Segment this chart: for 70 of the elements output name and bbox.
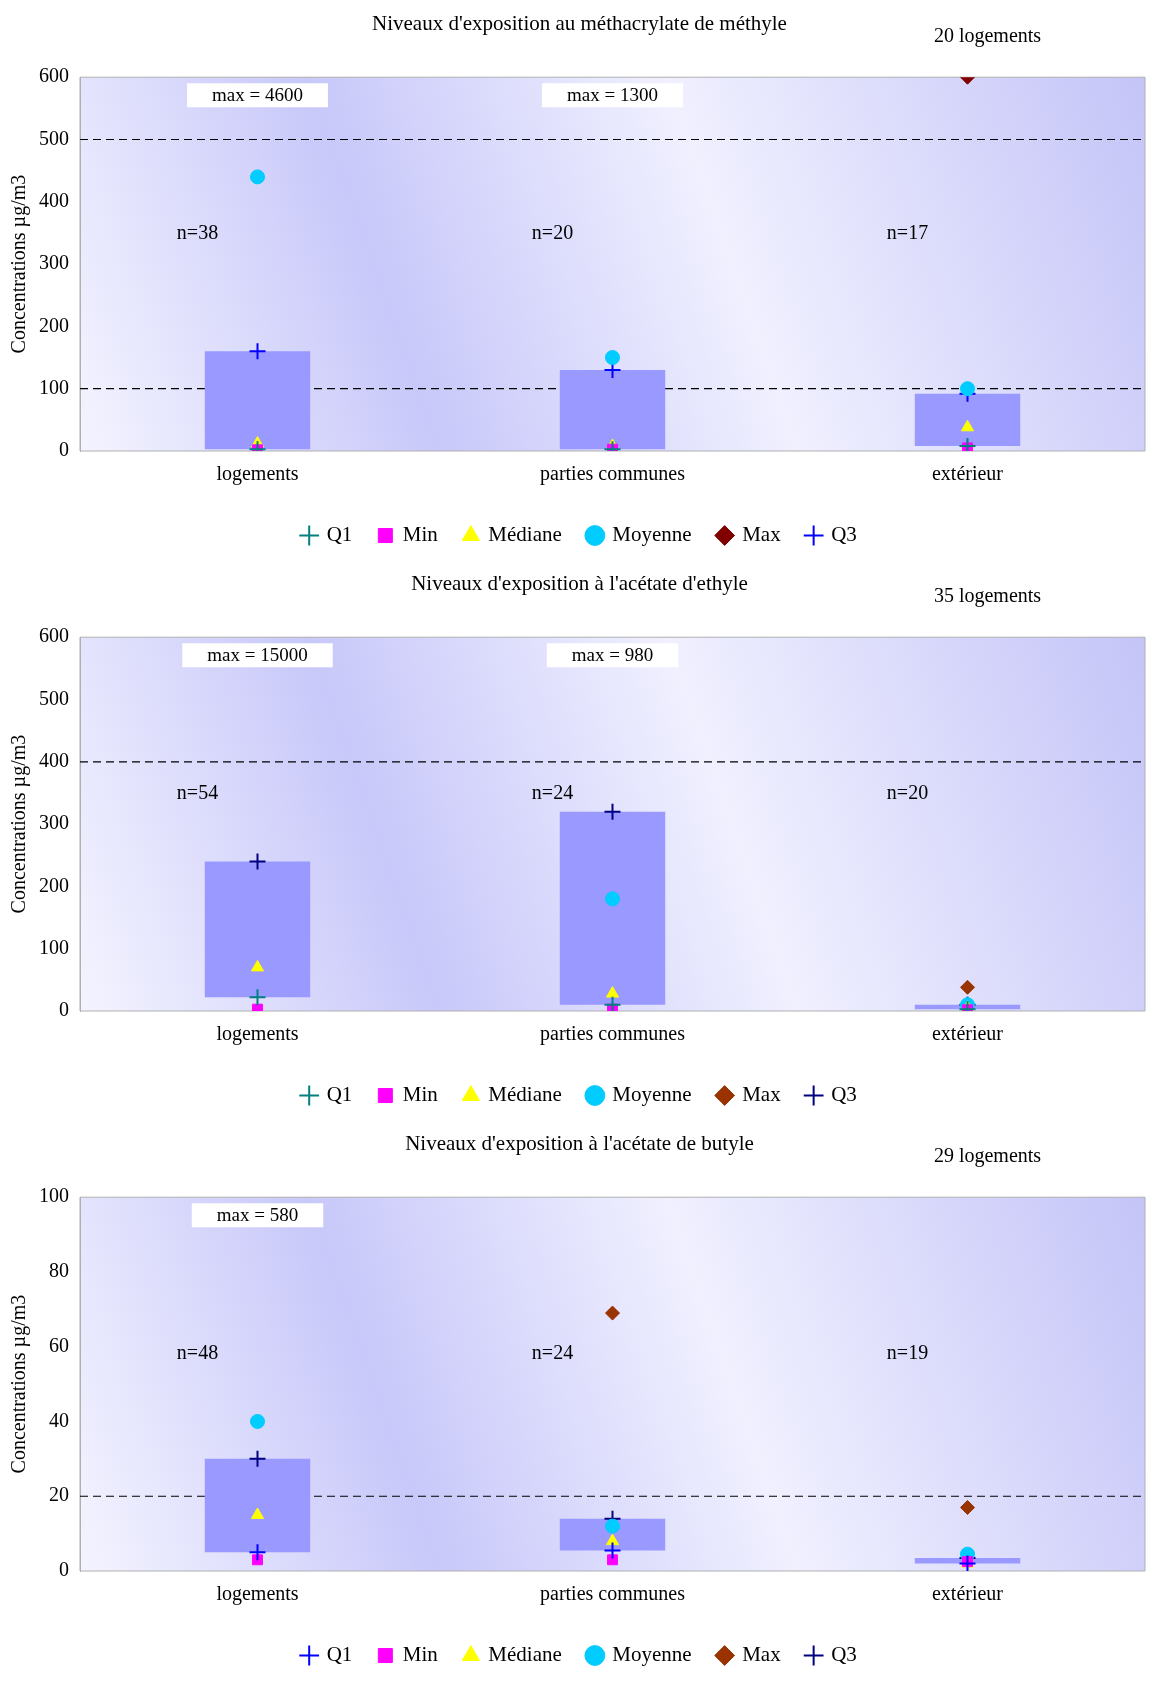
y-axis-title: Concentrations µg/m3 — [7, 174, 31, 354]
x-tick-label: parties communes — [540, 462, 686, 486]
annotation: n=20 — [886, 781, 929, 804]
y-tick-label: 100 — [39, 935, 69, 958]
y-tick-label: 500 — [39, 686, 69, 709]
y-tick-label: 100 — [39, 375, 69, 398]
text: 35 logements — [933, 584, 1042, 608]
legend-label: Q1 — [326, 522, 353, 547]
y-tick-label: 20 — [49, 1483, 69, 1506]
annotation: n=24 — [531, 1341, 574, 1364]
annotation: n=17 — [886, 221, 929, 244]
annotation: n=38 — [176, 221, 219, 244]
legend-label: Médiane — [488, 1642, 562, 1667]
y-tick-label: 100 — [39, 1184, 69, 1207]
y-tick-label: 80 — [49, 1259, 69, 1282]
annotation: max = 4600 — [212, 84, 303, 106]
x-tick-label: logements — [216, 462, 299, 486]
annotation: max = 980 — [571, 644, 654, 666]
legend-label: Q1 — [326, 1642, 353, 1667]
legend-label: Max — [742, 1082, 782, 1107]
y-tick-label: 600 — [39, 624, 69, 647]
legend-label: Min — [402, 522, 439, 547]
annotation: max = 1300 — [567, 84, 658, 106]
legend-label: Moyenne — [612, 522, 692, 547]
annotation: n=48 — [176, 1341, 219, 1364]
annotation: n=24 — [531, 781, 574, 804]
annotation: n=19 — [886, 1341, 929, 1364]
legend-label: Q3 — [831, 1082, 857, 1107]
y-tick-label: 300 — [39, 251, 69, 274]
y-tick-label: 400 — [39, 189, 69, 212]
legend-label: Max — [742, 1642, 782, 1667]
y-tick-label: 600 — [39, 64, 69, 87]
legend-label: Moyenne — [612, 1082, 692, 1107]
annotation: n=20 — [531, 221, 574, 244]
annotation: n=54 — [176, 781, 219, 804]
annotation: max = 15000 — [207, 644, 308, 666]
y-axis-title: Concentrations µg/m3 — [7, 1294, 31, 1474]
legend-label: Médiane — [488, 522, 562, 547]
y-tick-label: 200 — [39, 873, 69, 896]
y-tick-label: 400 — [39, 749, 69, 772]
y-tick-label: 300 — [39, 811, 69, 834]
y-axis-title: Concentrations µg/m3 — [7, 734, 31, 914]
legend-label: Min — [402, 1082, 439, 1107]
legend-label: Q3 — [831, 522, 857, 547]
legend-label: Max — [742, 522, 782, 547]
y-tick-label: 0 — [59, 1558, 69, 1581]
text: 29 logements — [933, 1144, 1042, 1168]
x-tick-label: extérieur — [931, 1582, 1004, 1605]
legend-label: Q1 — [326, 1082, 353, 1107]
legend-label: Médiane — [488, 1082, 562, 1107]
x-tick-label: parties communes — [540, 1022, 686, 1046]
x-tick-label: logements — [216, 1582, 299, 1606]
x-tick-label: logements — [216, 1022, 299, 1046]
legend-label: Moyenne — [612, 1642, 692, 1667]
y-tick-label: 60 — [49, 1333, 69, 1356]
text: 20 logements — [933, 24, 1042, 48]
y-tick-label: 0 — [59, 998, 69, 1021]
chart-title: Niveaux d'exposition à l'acétate de butyle — [405, 1131, 754, 1156]
y-tick-label: 0 — [59, 438, 69, 461]
legend-label: Min — [402, 1642, 439, 1667]
x-tick-label: extérieur — [931, 1022, 1004, 1045]
y-tick-label: 500 — [39, 126, 69, 149]
annotation: max = 580 — [216, 1204, 299, 1226]
chart-title: Niveaux d'exposition à l'acétate d'ethyle — [411, 571, 748, 596]
y-tick-label: 200 — [39, 313, 69, 336]
legend-label: Q3 — [831, 1642, 857, 1667]
x-tick-label: parties communes — [540, 1582, 686, 1606]
x-tick-label: extérieur — [931, 462, 1004, 485]
y-tick-label: 40 — [49, 1408, 69, 1431]
chart-title: Niveaux d'exposition au méthacrylate de méthyle — [372, 11, 787, 36]
